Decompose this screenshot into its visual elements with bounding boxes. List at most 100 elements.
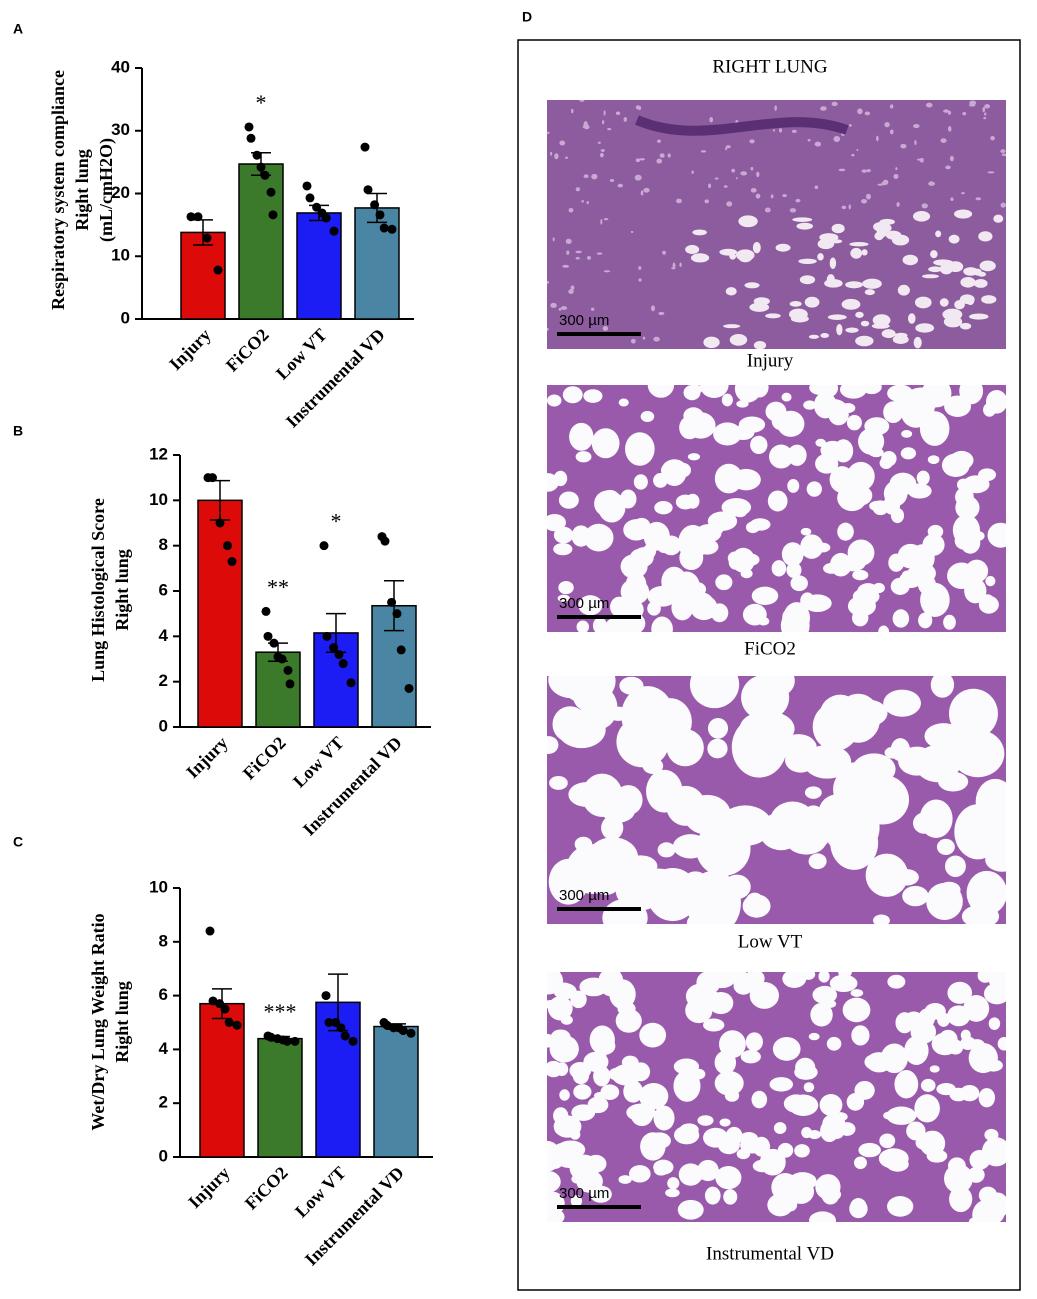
tissue-space	[638, 266, 642, 270]
y-tick-label: 10	[149, 490, 168, 509]
tissue-space	[600, 218, 603, 225]
alveolus	[751, 1090, 768, 1109]
tissue-space	[672, 262, 676, 269]
alveolus	[883, 1111, 895, 1120]
tissue-space	[772, 129, 776, 132]
alveolus	[585, 1154, 607, 1173]
tissue-space	[550, 151, 553, 156]
tissue-space	[602, 326, 609, 331]
data-point	[380, 536, 390, 546]
alveolus	[918, 612, 933, 629]
tissue-space	[979, 260, 996, 272]
alveolus	[810, 1002, 833, 1027]
histology-image	[547, 676, 1006, 924]
alveolus	[937, 881, 961, 898]
tissue-space	[735, 177, 738, 180]
histology-image	[547, 100, 1006, 349]
tissue-space	[984, 112, 987, 116]
alveolus	[579, 977, 608, 997]
alveolus	[943, 1164, 973, 1194]
tissue-space	[968, 103, 976, 107]
x-tick-label: Injury	[182, 733, 232, 783]
tissue-space	[949, 235, 958, 243]
alveolus	[559, 1089, 570, 1101]
tissue-space	[925, 102, 933, 108]
alveolus	[631, 445, 646, 461]
tissue-space	[851, 153, 855, 157]
alveolus	[593, 1092, 606, 1100]
alveolus	[618, 1175, 632, 1184]
tissue-space	[690, 253, 710, 263]
image-caption: FiCO2	[744, 638, 796, 659]
alveolus	[783, 1094, 809, 1113]
alveolus	[850, 1198, 867, 1216]
tissue-space	[871, 323, 890, 329]
y-axis-label: (mL/cmH2O)	[96, 138, 117, 242]
x-tick-label: Instrumental VD	[299, 733, 406, 840]
tissue-space	[912, 210, 931, 222]
tissue-space	[975, 197, 982, 201]
tissue-space	[623, 117, 627, 122]
alveolus	[677, 1199, 704, 1220]
tissue-space	[945, 165, 951, 170]
alveolus	[829, 552, 852, 577]
tissue-space	[889, 104, 894, 109]
alveolus	[865, 853, 909, 897]
panel-label: C	[13, 834, 23, 850]
tissue-space	[860, 320, 870, 327]
alveolus	[847, 539, 875, 566]
data-point	[363, 185, 373, 195]
tissue-space	[615, 111, 621, 115]
x-tick-label: FiCO2	[239, 733, 290, 784]
tissue-space	[889, 129, 894, 135]
tissue-space	[579, 100, 585, 102]
alveolus	[609, 979, 636, 1010]
tissue-space	[630, 338, 636, 344]
tissue-space	[782, 194, 787, 198]
alveolus	[615, 869, 664, 911]
alveolus	[846, 1092, 865, 1111]
alveolus	[583, 523, 614, 552]
alveolus	[892, 609, 910, 628]
alveolus	[914, 1094, 940, 1123]
alveolus	[846, 461, 875, 491]
alveolus	[771, 560, 787, 577]
alveolus	[696, 538, 719, 555]
tissue-space	[848, 124, 852, 127]
alveolus	[721, 393, 733, 407]
bar	[197, 499, 243, 728]
significance-label: **	[267, 574, 289, 599]
alveolus	[906, 1121, 926, 1141]
tissue-space	[829, 257, 837, 269]
alveolus	[830, 815, 879, 870]
tissue-space	[603, 110, 606, 116]
data-point	[282, 1036, 292, 1046]
alveolus	[795, 1057, 816, 1078]
alveolus	[872, 500, 889, 516]
alveolus	[790, 575, 808, 592]
alveolus	[638, 1082, 669, 1110]
alveolus	[814, 542, 831, 553]
alveolus	[573, 1084, 592, 1100]
data-point	[268, 210, 278, 220]
alveolus	[657, 842, 676, 858]
alveolus	[901, 570, 913, 580]
tissue-space	[861, 198, 868, 204]
tissue-space	[723, 185, 728, 188]
tissue-space	[770, 194, 774, 199]
tissue-space	[778, 128, 783, 133]
tissue-space	[838, 168, 846, 172]
tissue-space	[960, 322, 972, 330]
alveolus	[794, 1144, 810, 1158]
alveolus	[752, 1136, 771, 1157]
alveolus	[553, 470, 568, 487]
data-point	[305, 193, 315, 203]
tissue-space	[639, 158, 646, 161]
tissue-space	[900, 143, 907, 149]
tissue-space	[591, 173, 598, 180]
alveolus	[890, 507, 905, 524]
alveolus	[695, 821, 751, 876]
tissue-space	[774, 105, 777, 111]
alveolus	[689, 676, 740, 709]
tissue-space	[725, 145, 731, 149]
